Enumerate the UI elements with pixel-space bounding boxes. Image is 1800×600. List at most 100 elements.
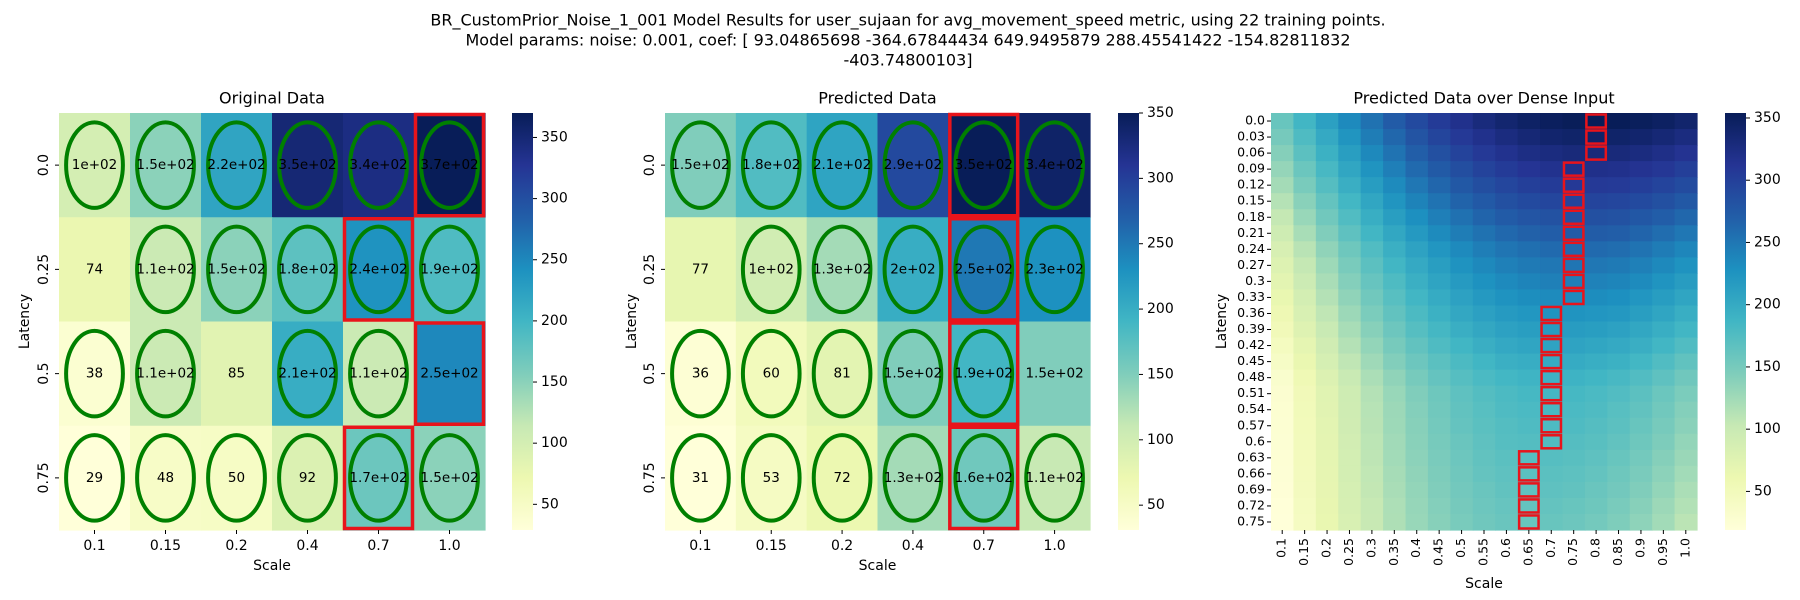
heatmap-cell — [1360, 513, 1384, 531]
heatmap-cell — [59, 113, 131, 218]
heatmap-cell — [1652, 321, 1676, 339]
heatmap-cell — [1383, 497, 1407, 515]
heatmap-cell — [1652, 417, 1676, 435]
heatmap-cell — [1472, 305, 1496, 323]
training-point-marker — [277, 328, 338, 419]
heatmap-cell — [1562, 449, 1586, 467]
heatmap-cell — [1607, 385, 1631, 403]
heatmap-cell — [665, 425, 737, 531]
heatmap-cell — [1383, 401, 1407, 419]
heatmap-cell — [1360, 385, 1384, 403]
heatmap-cell — [1629, 497, 1653, 515]
heatmap-cell — [1674, 417, 1698, 435]
training-point-marker — [348, 224, 409, 315]
heatmap-cell — [1472, 369, 1496, 387]
colorbar-tick-label: 350 — [1754, 110, 1781, 126]
y-tick-label: 0.57 — [1237, 417, 1265, 432]
cell-value-label: 1.5e+02 — [884, 366, 942, 382]
heatmap-cell — [1584, 513, 1608, 531]
heatmap-cell — [665, 217, 737, 323]
heatmap-cell — [1652, 353, 1676, 371]
heatmap-cell — [1338, 385, 1362, 403]
heatmap-cell — [1495, 353, 1519, 371]
heatmap-cell — [1652, 241, 1676, 258]
heatmap-cell — [1293, 449, 1317, 467]
heatmap-cell — [1427, 145, 1451, 162]
heatmap-cell — [1360, 241, 1384, 258]
x-tick-label: 0.7 — [367, 538, 389, 554]
heatmap-cell — [1584, 481, 1608, 499]
heatmap-cell — [1338, 145, 1362, 162]
heatmap-cell — [1584, 369, 1608, 387]
x-tick-label: 0.7 — [973, 538, 995, 554]
heatmap-cell — [1450, 193, 1474, 210]
heatmap-cell — [1607, 257, 1631, 274]
heatmap-cell — [1293, 433, 1317, 451]
heatmap-cell — [1338, 209, 1362, 226]
heatmap-cell — [1517, 289, 1541, 307]
heatmap-cell — [1562, 193, 1586, 210]
cell-value-label: 72 — [833, 470, 850, 486]
cell-value-label: 74 — [86, 261, 103, 277]
x-tick-label: 0.15 — [756, 538, 787, 554]
heatmap-cell — [1338, 289, 1362, 307]
cell-value-label: 2.1e+02 — [813, 157, 871, 173]
heatmap-cell — [1652, 401, 1676, 419]
cell-value-label: 1.1e+02 — [1025, 470, 1083, 486]
cell-value-label: 1e+02 — [749, 261, 794, 277]
heatmap-cell — [806, 113, 879, 218]
heatmap-cell — [1607, 497, 1631, 515]
heatmap-cell — [1315, 177, 1339, 194]
heatmap-cell — [1427, 241, 1451, 258]
heatmap-cell — [1338, 353, 1362, 371]
row-max-highlight — [1562, 241, 1585, 258]
heatmap-cell — [1472, 209, 1496, 226]
heatmap-cell — [1629, 273, 1653, 291]
heatmap-cell — [1338, 369, 1362, 387]
heatmap-cell — [1360, 273, 1384, 291]
heatmap-cell — [1652, 257, 1676, 274]
heatmap-cell — [1450, 401, 1474, 419]
x-tick-label: 0.2 — [1319, 538, 1334, 558]
x-axis-label: Scale — [1465, 576, 1503, 592]
heatmap-cell — [1427, 209, 1451, 226]
y-axis-label: Latency — [17, 294, 33, 349]
row-max-highlight — [948, 217, 1020, 322]
row-max-highlight — [1562, 289, 1585, 306]
heatmap-cell — [1383, 289, 1407, 307]
heatmap-cell — [1338, 433, 1362, 451]
heatmap-cell — [1540, 257, 1564, 274]
heatmap-cell — [272, 321, 344, 427]
cell-value-label: 1.5e+02 — [1025, 366, 1083, 382]
heatmap-cell — [1271, 385, 1295, 403]
y-tick-label: 0.25 — [36, 254, 52, 285]
cell-value-label: 53 — [763, 470, 780, 486]
y-tick-label: 0.69 — [1237, 481, 1265, 496]
row-max-highlight — [1585, 113, 1608, 129]
heatmap-cell — [1315, 417, 1339, 435]
heatmap-cell — [1607, 337, 1631, 355]
heatmap-cell — [1607, 209, 1631, 226]
heatmap-cell — [343, 113, 415, 218]
heatmap-cell — [1629, 353, 1653, 371]
x-tick-label: 0.75 — [1565, 538, 1580, 566]
colorbar-tick-label: 250 — [1147, 236, 1174, 252]
heatmap-cell — [1472, 225, 1496, 242]
heatmap-cell — [948, 425, 1020, 531]
heatmap-cell — [1607, 129, 1631, 146]
heatmap-cell — [1383, 209, 1407, 226]
heatmap-cell — [1607, 289, 1631, 307]
suptitle-line: -403.74800103] — [843, 51, 972, 70]
row-max-highlight — [413, 321, 486, 426]
cell-value-label: 2.4e+02 — [349, 261, 407, 277]
heatmap-cell — [1629, 177, 1653, 194]
heatmap-cell — [1271, 433, 1295, 451]
heatmap-cell — [1652, 225, 1676, 242]
row-max-highlight — [1540, 353, 1563, 370]
heatmap-cell — [1293, 513, 1317, 531]
heatmap-cell — [1338, 177, 1362, 194]
heatmap-cell — [1427, 193, 1451, 210]
heatmap-cell — [1584, 401, 1608, 419]
cell-value-label: 1.8e+02 — [742, 157, 800, 173]
heatmap-cell — [1427, 305, 1451, 323]
